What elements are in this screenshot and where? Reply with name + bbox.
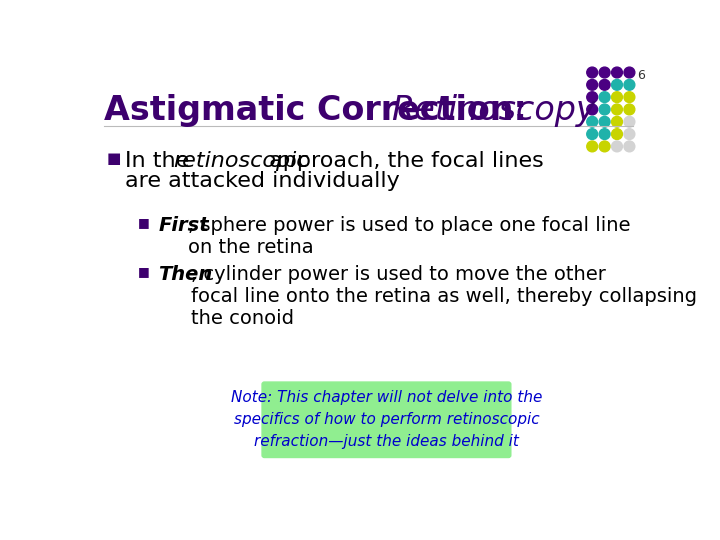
Text: ■: ■	[138, 215, 150, 229]
Circle shape	[587, 117, 598, 127]
Text: retinoscopic: retinoscopic	[174, 151, 309, 171]
Circle shape	[587, 92, 598, 103]
Text: ■: ■	[138, 265, 150, 278]
Text: 6: 6	[637, 70, 645, 83]
Circle shape	[587, 141, 598, 152]
Text: Note: This chapter will not delve into the
specifics of how to perform retinosco: Note: This chapter will not delve into t…	[230, 390, 542, 449]
Circle shape	[611, 67, 622, 78]
Circle shape	[611, 117, 622, 127]
Text: are attacked individually: are attacked individually	[125, 171, 400, 191]
Circle shape	[624, 92, 635, 103]
Text: In the: In the	[125, 151, 197, 171]
Circle shape	[611, 79, 622, 90]
Text: Retinoscopy: Retinoscopy	[391, 94, 595, 127]
Circle shape	[599, 117, 610, 127]
Text: approach, the focal lines: approach, the focal lines	[262, 151, 544, 171]
Circle shape	[599, 104, 610, 115]
Circle shape	[624, 129, 635, 139]
Circle shape	[611, 92, 622, 103]
Text: ■: ■	[107, 151, 122, 166]
Circle shape	[587, 79, 598, 90]
Circle shape	[599, 67, 610, 78]
Circle shape	[599, 79, 610, 90]
Circle shape	[599, 141, 610, 152]
Text: , sphere power is used to place one focal line
on the retina: , sphere power is used to place one foca…	[188, 215, 630, 256]
Circle shape	[624, 141, 635, 152]
Circle shape	[624, 104, 635, 115]
Circle shape	[599, 129, 610, 139]
Circle shape	[587, 104, 598, 115]
Circle shape	[624, 117, 635, 127]
Circle shape	[587, 129, 598, 139]
Text: , cylinder power is used to move the other
focal line onto the retina as well, t: , cylinder power is used to move the oth…	[191, 265, 697, 328]
Text: First: First	[158, 215, 209, 235]
Text: Astigmatic Correction:: Astigmatic Correction:	[104, 94, 539, 127]
FancyBboxPatch shape	[262, 382, 510, 457]
Circle shape	[611, 129, 622, 139]
Circle shape	[587, 67, 598, 78]
Circle shape	[624, 79, 635, 90]
Circle shape	[611, 141, 622, 152]
Circle shape	[611, 104, 622, 115]
Text: Then: Then	[158, 265, 212, 284]
Circle shape	[599, 92, 610, 103]
Circle shape	[624, 67, 635, 78]
